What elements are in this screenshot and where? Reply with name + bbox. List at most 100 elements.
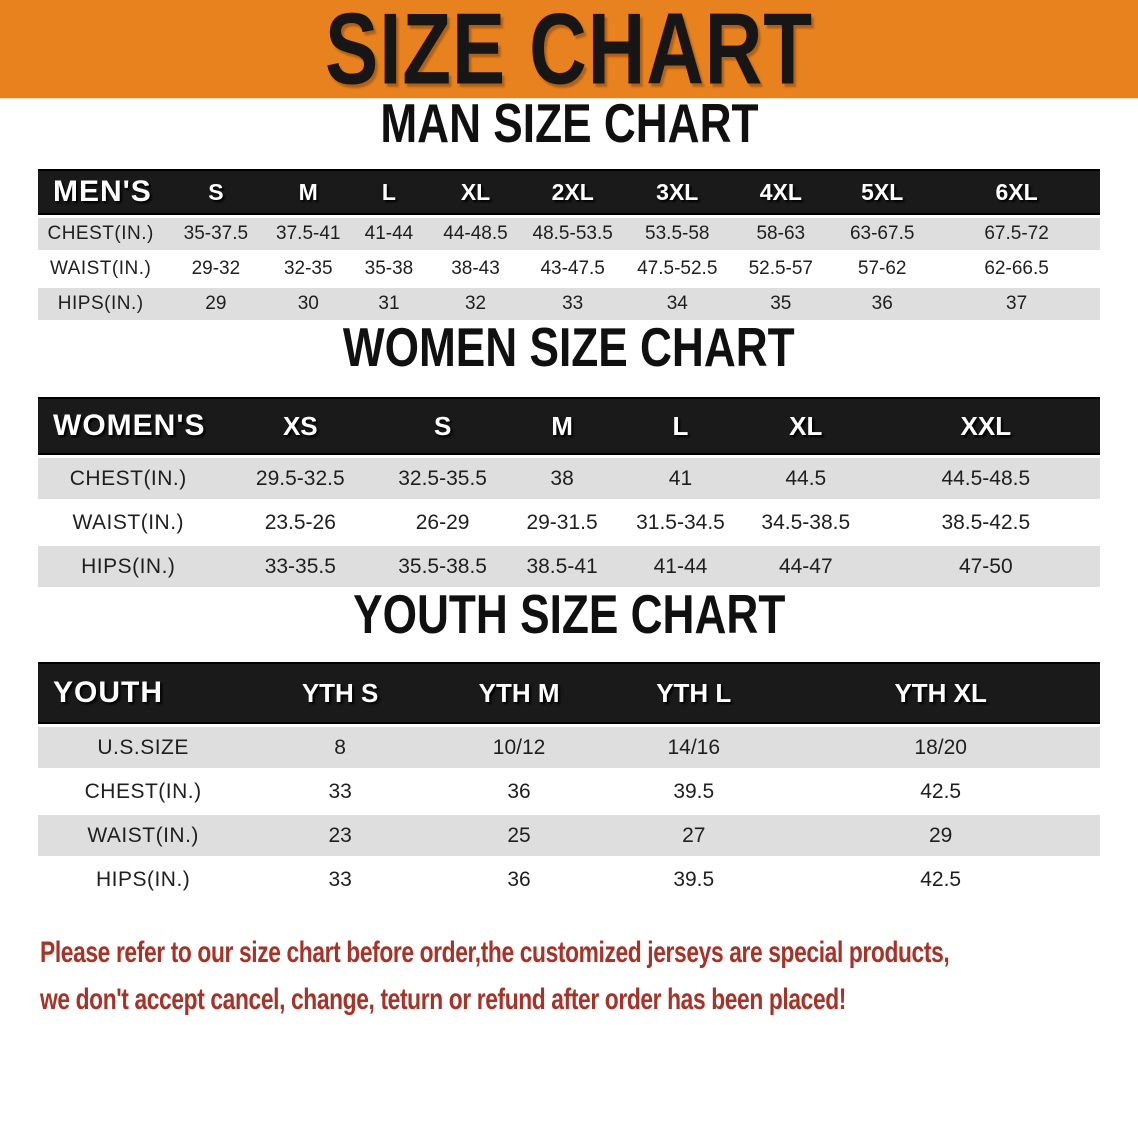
women-size-table: WOMEN'S XS S M L XL XXL CHEST(IN.) 29.5-32.5 32.5…	[38, 394, 1100, 590]
size-value-cell: 42.5	[781, 859, 1100, 900]
women-section-heading: WOMEN SIZE CHART	[343, 317, 795, 379]
size-column-header: YTH M	[431, 662, 607, 724]
table-group-label: WOMEN'S	[38, 397, 219, 455]
men-size-table: MEN'S S M L XL 2XL 3XL 4XL 5XL 6XL CHEST(IN.) 35-37…	[38, 166, 1100, 323]
size-column-header: 5XL	[831, 169, 934, 215]
row-label: CHEST(IN.)	[38, 458, 219, 499]
size-value-cell: 41-44	[621, 546, 740, 587]
table-row: WAIST(IN.) 29-32 32-35 35-38 38-43 43-47.5 47.…	[38, 253, 1100, 285]
size-value-cell: 23.5-26	[218, 502, 383, 543]
size-value-cell: 43-47.5	[521, 253, 625, 285]
size-value-cell: 39.5	[606, 771, 782, 812]
size-value-cell: 62-66.5	[933, 253, 1100, 285]
size-value-cell: 52.5-57	[730, 253, 832, 285]
size-value-cell: 63-67.5	[831, 218, 934, 250]
size-value-cell: 33	[248, 771, 432, 812]
size-value-cell: 42.5	[781, 771, 1100, 812]
table-row: CHEST(IN.) 35-37.5 37.5-41 41-44 44-48.5 48.5…	[38, 218, 1100, 250]
size-value-cell: 26-29	[382, 502, 504, 543]
size-column-header: XL	[739, 397, 872, 455]
size-value-cell: 35-38	[348, 253, 430, 285]
table-row: HIPS(IN.) 33 36 39.5 42.5	[38, 859, 1100, 900]
table-header-row: YOUTH YTH S YTH M YTH L YTH XL	[38, 662, 1100, 724]
disclaimer-note: Please refer to our size chart before or…	[40, 929, 1138, 1023]
table-row: U.S.SIZE 8 10/12 14/16 18/20	[38, 727, 1100, 768]
size-value-cell: 41-44	[348, 218, 430, 250]
size-value-cell: 31	[348, 288, 430, 320]
size-column-header: YTH S	[248, 662, 432, 724]
size-column-header: 2XL	[521, 169, 625, 215]
size-column-header: 6XL	[933, 169, 1100, 215]
size-value-cell: 44.5	[739, 458, 872, 499]
size-value-cell: 10/12	[431, 727, 607, 768]
size-value-cell: 41	[621, 458, 740, 499]
size-column-header: YTH XL	[781, 662, 1100, 724]
row-label: HIPS(IN.)	[38, 288, 164, 320]
table-group-label: YOUTH	[38, 662, 249, 724]
size-value-cell: 8	[248, 727, 432, 768]
size-value-cell: 33	[521, 288, 625, 320]
size-value-cell: 34	[624, 288, 731, 320]
size-column-header: XS	[218, 397, 383, 455]
size-value-cell: 25	[431, 815, 607, 856]
table-header-row: MEN'S S M L XL 2XL 3XL 4XL 5XL 6XL	[38, 169, 1100, 215]
size-value-cell: 14/16	[606, 727, 782, 768]
row-label: U.S.SIZE	[38, 727, 249, 768]
size-value-cell: 31.5-34.5	[621, 502, 740, 543]
row-label: WAIST(IN.)	[38, 253, 164, 285]
disclaimer-line-2: we don't accept cancel, change, teturn o…	[40, 983, 847, 1016]
size-column-header: 3XL	[624, 169, 731, 215]
size-value-cell: 36	[431, 771, 607, 812]
size-value-cell: 27	[606, 815, 782, 856]
size-value-cell: 23	[248, 815, 432, 856]
row-label: HIPS(IN.)	[38, 859, 249, 900]
size-value-cell: 30	[268, 288, 349, 320]
size-value-cell: 44-47	[739, 546, 872, 587]
size-value-cell: 38.5-41	[503, 546, 622, 587]
size-value-cell: 67.5-72	[933, 218, 1100, 250]
men-section-heading: MAN SIZE CHART	[379, 93, 759, 155]
size-value-cell: 36	[431, 859, 607, 900]
size-column-header: L	[621, 397, 740, 455]
page-title: SIZE CHART	[325, 0, 813, 106]
size-value-cell: 57-62	[831, 253, 934, 285]
disclaimer-line-1: Please refer to our size chart before or…	[40, 936, 950, 969]
size-value-cell: 32	[429, 288, 522, 320]
size-value-cell: 33-35.5	[218, 546, 383, 587]
youth-section-heading: YOUTH SIZE CHART	[352, 584, 786, 646]
row-label: WAIST(IN.)	[38, 815, 249, 856]
size-value-cell: 37.5-41	[268, 218, 349, 250]
size-value-cell: 35-37.5	[163, 218, 269, 250]
row-label: HIPS(IN.)	[38, 546, 219, 587]
size-value-cell: 29	[163, 288, 269, 320]
table-header-row: WOMEN'S XS S M L XL XXL	[38, 397, 1100, 455]
size-value-cell: 47.5-52.5	[624, 253, 731, 285]
table-group-label: MEN'S	[38, 169, 164, 215]
size-value-cell: 35.5-38.5	[382, 546, 504, 587]
size-value-cell: 34.5-38.5	[739, 502, 872, 543]
table-row: WAIST(IN.) 23 25 27 29	[38, 815, 1100, 856]
size-value-cell: 29.5-32.5	[218, 458, 383, 499]
youth-size-table: YOUTH YTH S YTH M YTH L YTH XL U.S.SIZE 8 10/12…	[38, 659, 1100, 903]
size-value-cell: 53.5-58	[624, 218, 731, 250]
size-value-cell: 35	[730, 288, 832, 320]
size-column-header: M	[503, 397, 622, 455]
table-row: HIPS(IN.) 29 30 31 32 33 34 35 36 37	[38, 288, 1100, 320]
size-value-cell: 32-35	[268, 253, 349, 285]
size-column-header: YTH L	[606, 662, 782, 724]
size-column-header: XXL	[871, 397, 1100, 455]
table-row: HIPS(IN.) 33-35.5 35.5-38.5 38.5-41 41-44 44-…	[38, 546, 1100, 587]
size-value-cell: 38-43	[429, 253, 522, 285]
size-value-cell: 18/20	[781, 727, 1100, 768]
size-value-cell: 32.5-35.5	[382, 458, 504, 499]
size-value-cell: 29-32	[163, 253, 269, 285]
table-row: CHEST(IN.) 29.5-32.5 32.5-35.5 38 41 44.5 44.5…	[38, 458, 1100, 499]
size-value-cell: 47-50	[871, 546, 1100, 587]
size-value-cell: 33	[248, 859, 432, 900]
size-column-header: S	[382, 397, 504, 455]
size-value-cell: 44-48.5	[429, 218, 522, 250]
size-column-header: 4XL	[730, 169, 832, 215]
row-label: WAIST(IN.)	[38, 502, 219, 543]
title-banner: SIZE CHART	[0, 0, 1138, 99]
size-value-cell: 39.5	[606, 859, 782, 900]
